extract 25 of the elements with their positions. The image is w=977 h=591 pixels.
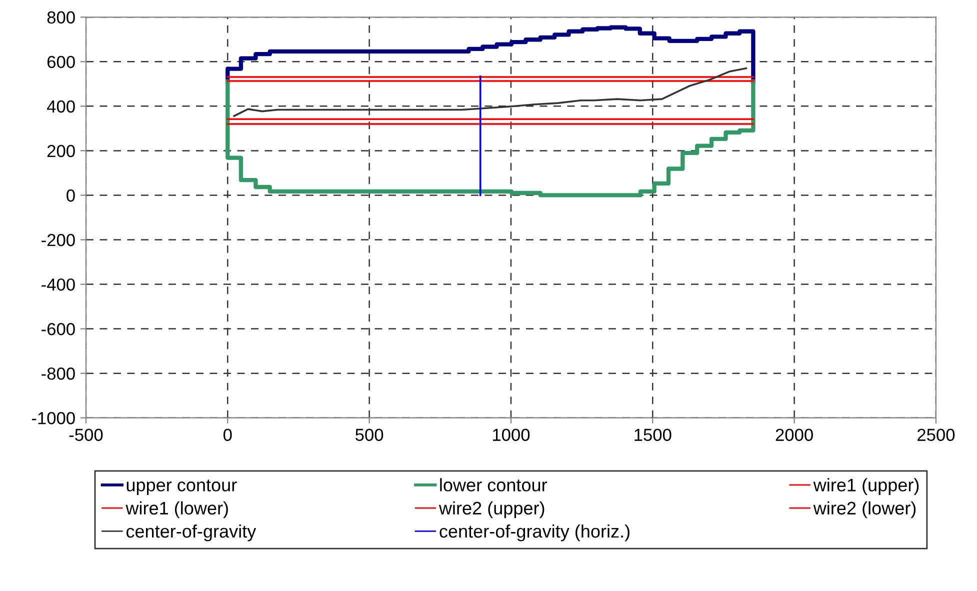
legend-label: wire1 (upper) xyxy=(813,478,919,495)
x-tick-label: 1500 xyxy=(634,428,672,442)
y-tick-label: -800 xyxy=(42,367,75,380)
y-tick-label: 400 xyxy=(46,100,75,113)
legend-label: wire2 (upper) xyxy=(438,501,544,518)
y-tick-label: 0 xyxy=(66,189,75,202)
legend-label: wire2 (lower) xyxy=(813,501,916,518)
y-tick-label: -1000 xyxy=(32,412,75,424)
x-tick-label: 2000 xyxy=(776,428,813,442)
legend-label: center-of-gravity xyxy=(126,524,256,542)
y-tick-label: -600 xyxy=(42,322,75,336)
x-tick-label: 1000 xyxy=(492,428,530,442)
legend-label: center-of-gravity (horiz.) xyxy=(440,524,630,542)
legend-label: wire1 (lower) xyxy=(126,501,228,518)
y-tick-label: -400 xyxy=(42,278,75,291)
y-tick-label: 600 xyxy=(47,56,75,68)
y-tick-label: 200 xyxy=(47,144,75,158)
legend-label: upper contour xyxy=(126,480,237,495)
x-tick-label: 0 xyxy=(223,428,232,442)
y-tick-label: -200 xyxy=(42,234,75,246)
x-tick-label: 500 xyxy=(356,428,384,442)
y-tick-label: 800 xyxy=(47,11,75,24)
x-tick-label: -500 xyxy=(69,428,103,442)
x-tick-label: 2500 xyxy=(918,428,955,442)
legend-label: lower contour xyxy=(440,478,548,492)
